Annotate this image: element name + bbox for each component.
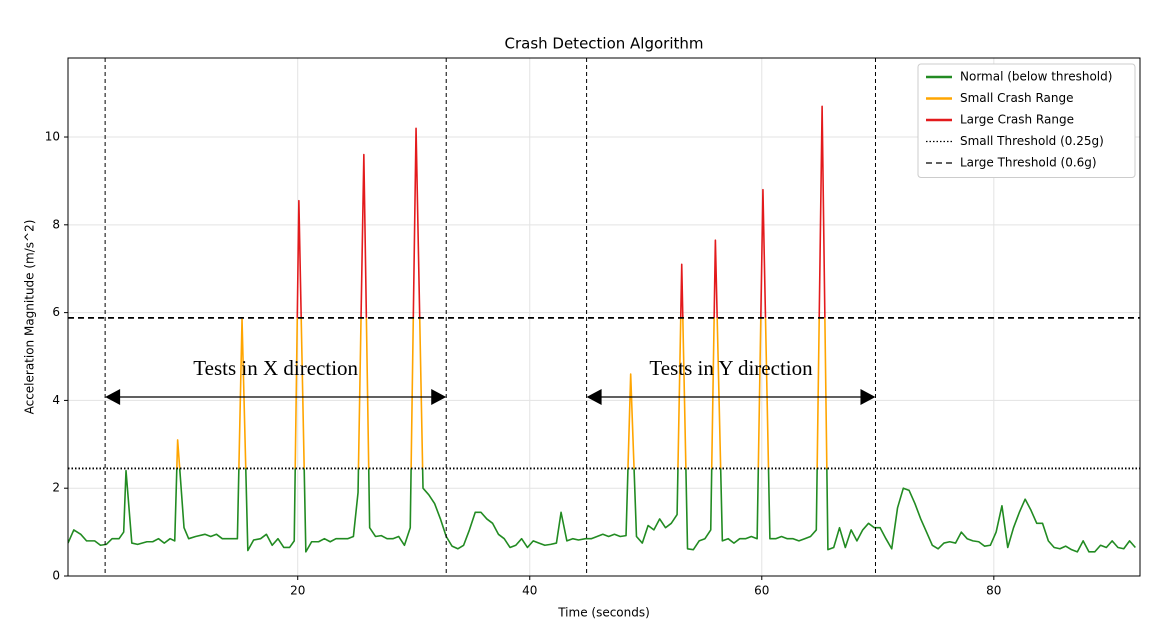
legend-box (917, 63, 1136, 178)
legend-label: Large Threshold (0.6g) (960, 156, 1097, 170)
y-axis-label: Acceleration Magnitude (m/s^2) (23, 220, 37, 415)
x-tick-label: 80 (986, 584, 1001, 598)
chart-title: Crash Detection Algorithm (504, 35, 703, 53)
y-tick-label: 2 (52, 481, 60, 495)
arrow-head (586, 389, 602, 405)
plot-frame (67, 57, 1141, 577)
legend-label: Normal (below threshold) (960, 70, 1112, 84)
y-tick-label: 0 (52, 569, 60, 583)
arrow-head (860, 389, 876, 405)
signal-line (68, 468, 1136, 553)
legend-label: Large Crash Range (960, 113, 1074, 127)
annotation-text: Tests in X direction (193, 356, 358, 380)
legend-label: Small Crash Range (960, 91, 1074, 105)
legend-label: Small Threshold (0.25g) (960, 134, 1104, 148)
y-tick-label: 8 (52, 217, 60, 231)
arrow-head (431, 389, 447, 405)
x-tick-label: 60 (754, 584, 769, 598)
x-axis-label: Time (seconds) (557, 606, 650, 620)
x-tick-label: 20 (290, 584, 305, 598)
y-tick-label: 10 (45, 130, 60, 144)
annotation-text: Tests in Y direction (649, 356, 813, 380)
y-tick-label: 4 (52, 393, 60, 407)
arrow-head (105, 389, 121, 405)
y-tick-label: 6 (52, 305, 60, 319)
x-tick-label: 40 (522, 584, 537, 598)
